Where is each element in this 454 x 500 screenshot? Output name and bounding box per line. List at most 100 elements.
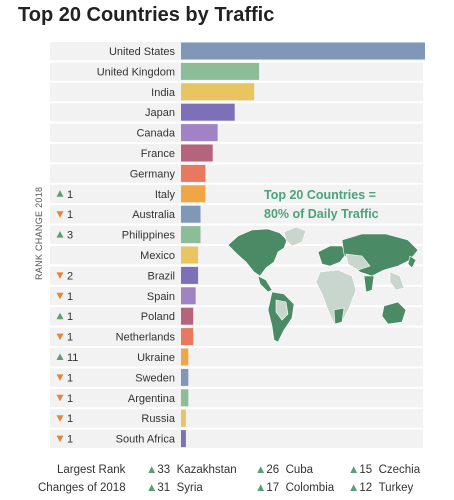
category-label: Australia (132, 209, 176, 221)
bar (181, 124, 218, 142)
category-label: Italy (155, 189, 176, 201)
row-band (50, 307, 423, 326)
down-arrow-icon (56, 415, 64, 422)
category-label: Mexico (140, 250, 175, 262)
rank-change-value: 1 (67, 311, 73, 323)
rank-change-value: 2 (67, 270, 73, 282)
rank-change-value: 1 (67, 434, 73, 446)
footer-item-count: 15 (359, 464, 373, 476)
bar (181, 389, 189, 407)
rank-change: 1 (56, 332, 73, 344)
category-label: United States (109, 46, 176, 58)
footer-item: ▲26 Cuba (255, 464, 314, 476)
rank-change-value: 1 (67, 413, 73, 425)
rank-change: 1 (56, 189, 73, 201)
footer-item-country: Kazakhstan (176, 464, 237, 476)
up-arrow-icon (56, 312, 64, 320)
rank-change-value: 1 (67, 332, 73, 344)
row-band (50, 144, 423, 163)
row-band (50, 164, 423, 183)
category-label: Brazil (147, 270, 175, 282)
map-land (389, 271, 405, 291)
rank-change: 1 (56, 209, 73, 221)
footer-item: ▲12 Turkey (348, 482, 414, 494)
footer-item-country: Cuba (285, 464, 314, 476)
map-land (407, 255, 417, 269)
rank-change: 3 (56, 230, 73, 242)
row-band (50, 368, 423, 387)
rank-change: 11 (56, 352, 78, 364)
category-label: South Africa (116, 434, 176, 446)
rank-change: 1 (56, 413, 73, 425)
row-band (50, 388, 423, 408)
row-band (50, 327, 423, 346)
row-band (50, 348, 423, 367)
row-band (50, 103, 423, 122)
axis-label: RANK CHANGE 2018 (34, 186, 44, 280)
down-arrow-icon (56, 272, 64, 279)
category-label: Russia (141, 413, 176, 425)
map-land (363, 275, 375, 293)
bar (181, 205, 201, 223)
rank-change-value: 1 (67, 209, 73, 221)
category-label: Argentina (128, 393, 176, 405)
category-label: Netherlands (116, 332, 176, 344)
bar (181, 328, 194, 346)
row-band (50, 225, 423, 244)
bar (181, 144, 213, 162)
footer-item-country: Colombia (285, 482, 335, 494)
down-arrow-icon (56, 394, 64, 402)
footer-item: ▲17 Colombia (255, 482, 335, 494)
rank-change-value: 3 (67, 230, 73, 242)
bar-chart: United States United Kingdom India Japan Can… (50, 42, 425, 448)
map-land (317, 245, 347, 267)
row-band (50, 205, 423, 224)
footer-label-line-1: Largest Rank (57, 464, 126, 476)
category-label: Poland (141, 311, 175, 323)
footer-item-count: 12 (359, 482, 373, 494)
down-arrow-icon (56, 333, 64, 341)
footer-item: ▲15 Czechia (348, 464, 421, 476)
row-band (50, 409, 423, 428)
up-arrow-icon (56, 353, 64, 360)
footer-item-count: 17 (266, 482, 280, 494)
map-land (283, 226, 307, 247)
chart-title: Top 20 Countries by Traffic (18, 4, 275, 26)
category-label: Germany (130, 168, 176, 180)
footer-rank-changes: Largest Rank Changes of 2018 ▲33 Kazakhs… (0, 460, 454, 500)
up-arrow-icon (56, 231, 64, 238)
bar (181, 185, 206, 203)
up-arrow-icon (56, 190, 64, 197)
category-label: Spain (147, 291, 175, 303)
category-label: India (151, 87, 176, 99)
bar (181, 409, 186, 427)
bar (181, 348, 189, 366)
row-band (50, 429, 423, 448)
map-land (345, 253, 371, 271)
rank-change-value: 1 (67, 189, 73, 201)
footer-label-line-2: Changes of 2018 (38, 482, 126, 494)
bar (181, 287, 196, 305)
bar (181, 246, 199, 264)
bar (181, 42, 425, 60)
category-label: Japan (145, 107, 175, 119)
map-land (333, 307, 345, 325)
category-label: United Kingdom (97, 66, 175, 78)
map-land (275, 299, 289, 321)
footer-item-count: 31 (157, 482, 171, 494)
footer-item-count: 33 (157, 464, 171, 476)
rank-change: 1 (56, 393, 73, 405)
rank-change: 1 (56, 372, 73, 384)
map-land (381, 301, 407, 325)
world-map-icon (227, 226, 419, 343)
footer-item-count: 26 (266, 464, 280, 476)
footer-item-country: Czechia (378, 464, 421, 476)
callout-line-1: Top 20 Countries = (264, 188, 376, 202)
bar (181, 266, 199, 284)
footer-item-country: Syria (176, 482, 203, 494)
bar (181, 62, 260, 80)
footer-item-country: Turkey (378, 482, 414, 494)
rank-change: 1 (56, 291, 73, 303)
rank-change-value: 1 (67, 372, 73, 384)
callout: Top 20 Countries = 80% of Daily Traffic (264, 186, 394, 224)
